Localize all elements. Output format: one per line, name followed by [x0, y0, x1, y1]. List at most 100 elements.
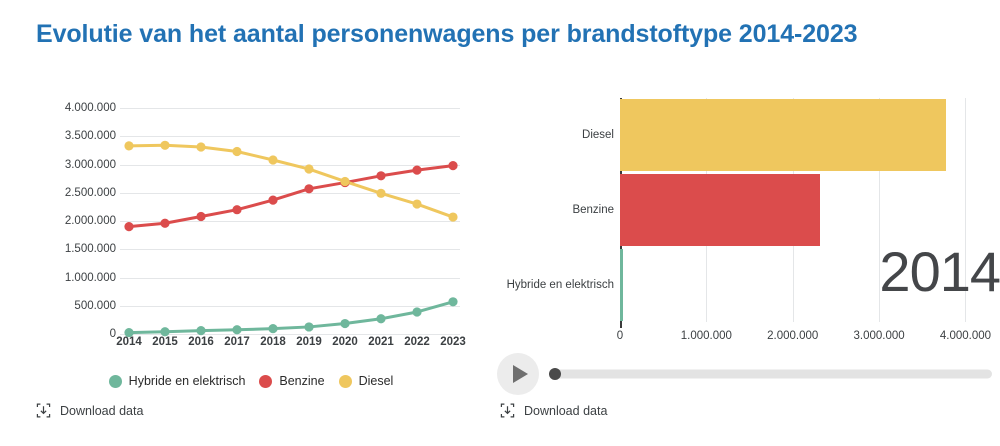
timeline-handle[interactable] — [549, 368, 561, 380]
line-data-point[interactable] — [304, 184, 314, 194]
bar-chart-gridline — [965, 98, 967, 322]
line-chart-gridline — [120, 221, 460, 222]
legend-swatch-icon — [338, 374, 352, 388]
line-chart-y-axis: 0 500.000 1.000.000 1.500.000 2.000.000 2.500… — [30, 0, 116, 446]
legend-swatch-icon — [108, 374, 122, 388]
line-data-point[interactable] — [448, 161, 458, 171]
download-icon — [500, 403, 515, 418]
line-data-point[interactable] — [304, 322, 314, 332]
line-chart-gridline — [120, 136, 460, 138]
bar-category-label: Hybride en elektrisch — [506, 278, 614, 291]
line-data-point[interactable] — [448, 297, 458, 307]
line-data-point[interactable] — [160, 140, 170, 150]
line-chart-y-tick-label: 3.500.000 — [64, 130, 116, 143]
line-chart-plot — [120, 108, 460, 338]
line-data-point[interactable] — [340, 176, 350, 187]
timeline-slider[interactable] — [549, 368, 992, 380]
line-chart-x-tick-label: 2019 — [296, 336, 322, 348]
line-data-point[interactable] — [160, 218, 170, 228]
line-chart-gridline — [120, 108, 460, 109]
line-chart-y-tick-label: 500.000 — [74, 299, 116, 312]
line-chart-gridline — [120, 277, 460, 279]
bar-category-label: Diesel — [582, 129, 614, 142]
line-data-point[interactable] — [448, 212, 458, 222]
line-chart-y-tick-label: 1.000.000 — [64, 271, 116, 284]
line-chart-y-tick-label: 4.000.000 — [64, 102, 116, 114]
line-chart-x-tick-label: 2017 — [224, 336, 250, 348]
line-data-point[interactable] — [268, 195, 278, 205]
line-chart-y-tick-label: 3.000.000 — [64, 158, 116, 171]
line-data-point[interactable] — [376, 188, 386, 198]
legend-item-benzine[interactable]: Benzine — [259, 374, 325, 388]
play-button[interactable] — [497, 353, 539, 395]
bar-chart-gridline — [879, 98, 881, 322]
bar-diesel[interactable] — [620, 99, 946, 172]
line-chart-y-tick-label: 2.000.000 — [64, 215, 116, 227]
timeline-track[interactable] — [550, 369, 992, 379]
bar-hybride-en-elektrisch[interactable] — [620, 248, 624, 321]
bar-chart-x-tick-label: 0 — [616, 330, 624, 342]
legend-item-hybride-en-elektrisch[interactable]: Hybride en elektrisch — [108, 374, 246, 388]
legend-label: Diesel — [358, 374, 394, 388]
line-data-point[interactable] — [124, 327, 134, 338]
line-data-point[interactable] — [376, 171, 386, 181]
line-series-hybride-en-elektrisch — [127, 300, 455, 335]
bar-chart-x-tick-label: 4.000.000 — [939, 330, 992, 342]
bar-chart-x-tick-label: 2.000.000 — [767, 330, 819, 342]
line-chart-gridline — [120, 249, 460, 251]
line-chart-gridline — [120, 305, 460, 307]
line-chart-y-tick-label: 0 — [109, 328, 116, 340]
line-series-diesel — [127, 143, 455, 219]
line-data-point[interactable] — [304, 164, 314, 174]
line-data-point[interactable] — [268, 155, 278, 165]
line-data-point[interactable] — [124, 141, 134, 151]
line-chart-gridline — [120, 334, 460, 335]
line-chart-series-group — [124, 140, 458, 338]
bar-chart-plot: Diesel Benzine Hybride en elektrisch 0 1.00… — [507, 98, 1000, 342]
line-data-point[interactable] — [160, 327, 170, 337]
download-data-link-line[interactable]: Download data — [36, 403, 143, 418]
line-chart-legend: Hybride en elektrisch Benzine Diesel — [36, 374, 466, 388]
bar-chart-x-tick-label: 1.000.000 — [680, 330, 732, 342]
download-icon — [36, 403, 51, 418]
bar-chart-category-labels: Diesel Benzine Hybride en elektrisch — [434, 98, 614, 322]
line-data-point[interactable] — [124, 222, 134, 232]
year-display: 2014 — [879, 240, 1000, 303]
bar-category-label: Benzine — [572, 204, 614, 216]
download-data-label-bar: Download data — [524, 403, 608, 418]
play-icon — [512, 365, 528, 383]
line-chart-x-tick-label: 2022 — [404, 336, 430, 348]
legend-swatch-icon — [259, 374, 273, 388]
line-data-point[interactable] — [376, 314, 386, 324]
line-chart-x-tick-label: 2021 — [368, 336, 394, 348]
timeline-player — [497, 352, 992, 396]
download-data-link-bar[interactable]: Download data — [500, 403, 607, 418]
line-data-point[interactable] — [412, 199, 422, 209]
line-data-point[interactable] — [196, 142, 206, 152]
line-data-point[interactable] — [232, 325, 242, 335]
line-data-point[interactable] — [196, 211, 206, 222]
page-title: Evolutie van het aantal personenwagens p… — [36, 20, 858, 48]
line-data-point[interactable] — [340, 318, 350, 329]
line-data-point[interactable] — [268, 324, 278, 334]
legend-label: Hybride en elektrisch — [128, 374, 246, 388]
line-chart-x-tick-label: 2015 — [152, 336, 178, 348]
line-chart-x-tick-label: 2020 — [332, 336, 358, 348]
line-series-benzine — [127, 164, 455, 229]
line-data-point[interactable] — [412, 165, 422, 175]
line-data-point[interactable] — [232, 205, 242, 215]
legend-item-diesel[interactable]: Diesel — [338, 374, 394, 388]
line-data-point[interactable] — [196, 326, 206, 336]
bar-chart-panel: Diesel Benzine Hybride en elektrisch 0 1.00… — [480, 0, 1000, 446]
bar-benzine[interactable] — [620, 174, 820, 246]
line-chart-x-tick-label: 2023 — [440, 336, 466, 348]
line-chart-y-tick-label: 1.500.000 — [64, 243, 116, 256]
line-data-point[interactable] — [412, 307, 422, 317]
line-data-point[interactable] — [232, 146, 242, 157]
download-data-label-line: Download data — [60, 403, 144, 418]
line-chart-x-axis: 2014 2015 2016 2017 2018 2019 2020 2021 2022 2023 — [116, 0, 466, 446]
line-chart-y-tick-label: 2.500.000 — [64, 186, 116, 199]
line-chart-x-tick-label: 2014 — [116, 336, 142, 348]
bar-chart-x-tick-label: 3.000.000 — [853, 330, 905, 342]
